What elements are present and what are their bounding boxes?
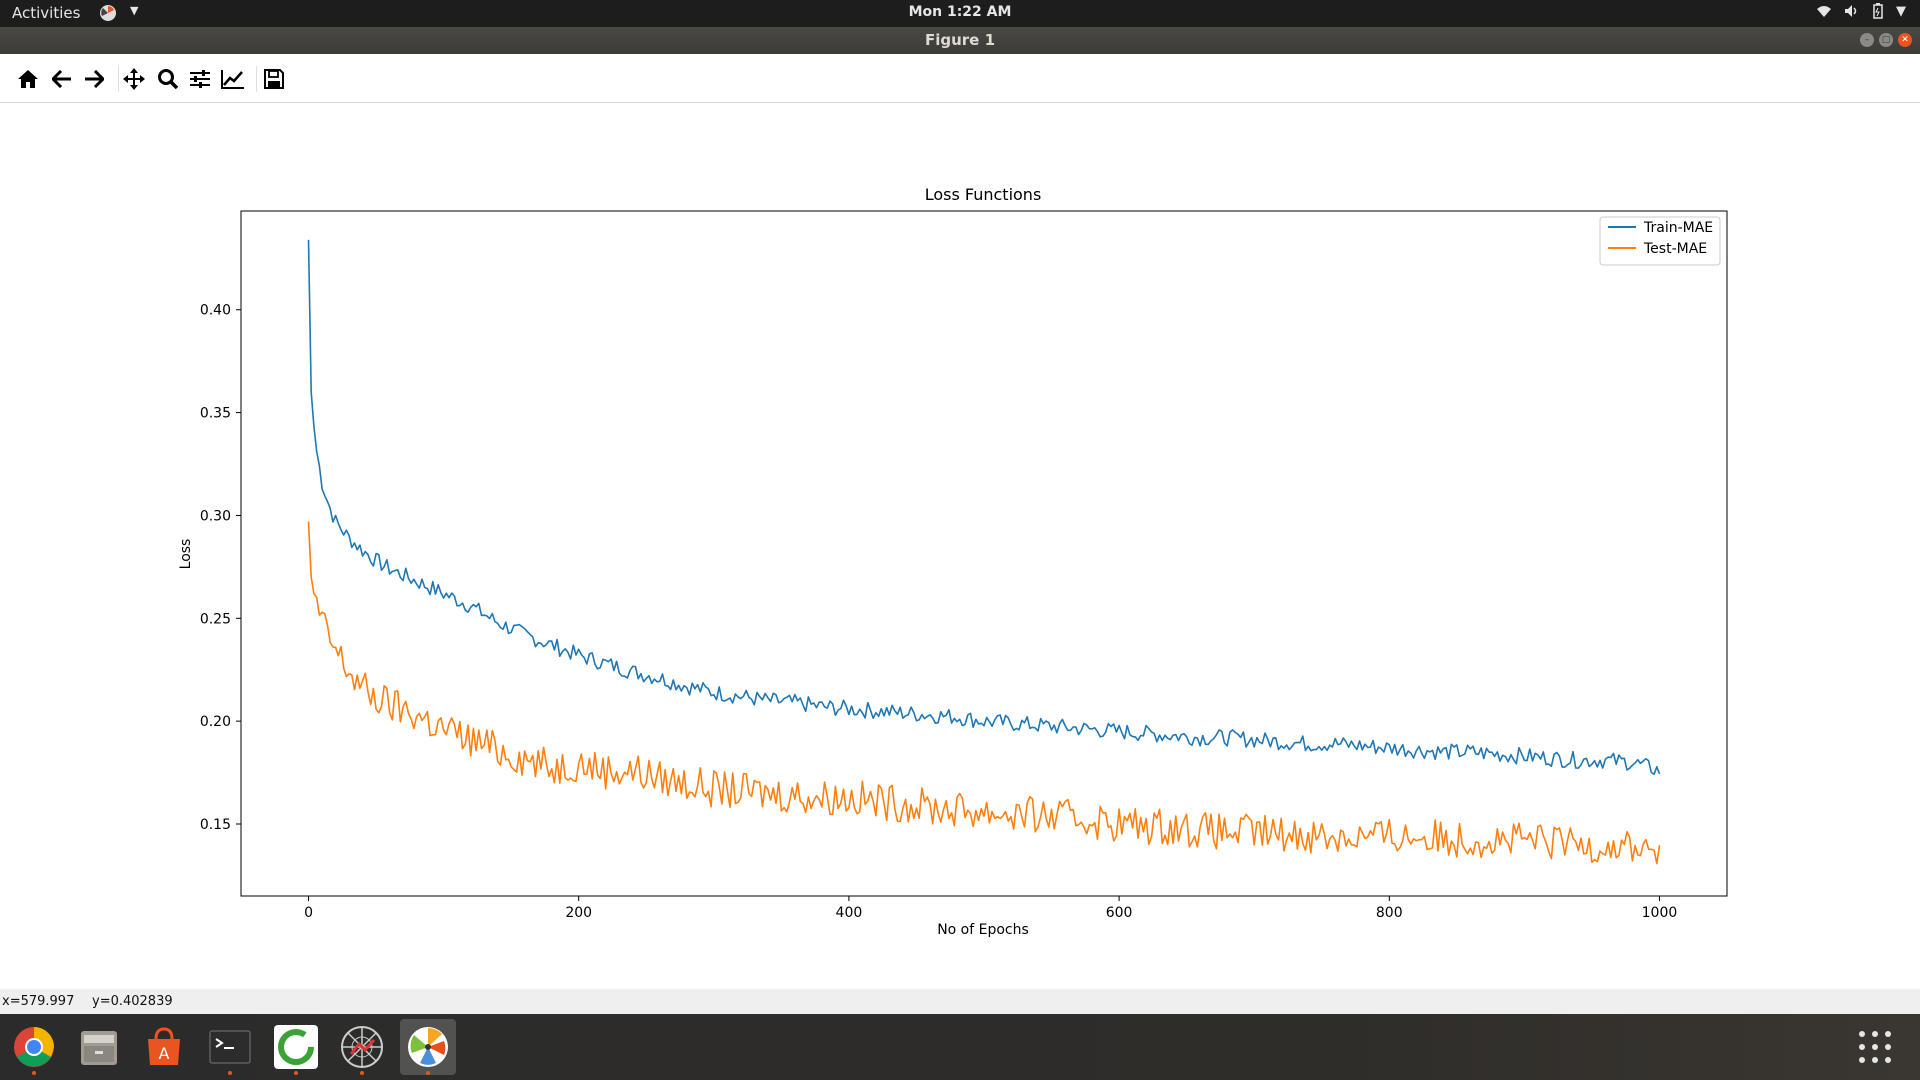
chrome-icon [14,1027,54,1067]
series-line-test-mae [307,521,1661,865]
top-bar: Activities ▼ Mon 1:22 AM ▼ [0,0,1920,27]
app-menu-arrow-icon[interactable]: ▼ [130,4,139,17]
y-tick-label: 0.30 [200,508,231,524]
cursor-y-readout: y=0.402839 [92,994,173,1009]
x-tick-label: 600 [1106,905,1133,921]
save-icon [264,69,284,89]
legend-label-test: Test-MAE [1643,241,1707,257]
x-axis-ticks: 0 200 400 600 800 1000 [304,896,1677,921]
forward-button[interactable] [80,66,108,92]
software-center-icon: A [148,1027,180,1065]
svg-text:A: A [159,1044,170,1063]
wifi-icon[interactable] [1816,4,1832,18]
running-indicator [360,1071,364,1075]
chart-title: Loss Functions [925,185,1042,204]
y-tick-label: 0.20 [200,714,231,730]
series-lines [307,239,1661,865]
network-app-icon [341,1026,383,1068]
dock-item-network-app[interactable] [334,1019,390,1075]
show-applications-icon[interactable] [1858,1030,1892,1064]
running-indicator [294,1071,298,1075]
window-title: Figure 1 [924,31,996,49]
status-bar: x=579.997 y=0.402839 [0,989,1920,1014]
plot-toolbar [0,54,1920,103]
dock-item-update-manager[interactable] [268,1019,324,1075]
figure-window-icon [408,1027,448,1067]
dock-item-files[interactable] [71,1019,127,1075]
dock-item-figure-window[interactable] [400,1019,456,1075]
maximize-icon[interactable]: □ [1879,33,1893,47]
edit-axes-icon [221,70,244,89]
home-button[interactable] [14,66,42,92]
zoom-icon [158,69,179,90]
window-controls: – □ ✕ [1860,33,1912,47]
x-tick-label: 0 [304,905,313,921]
toolbar-divider [256,66,257,92]
configure-subplots-icon [190,70,210,88]
y-axis-ticks: 0.15 0.20 0.25 0.30 0.35 0.40 [200,303,241,833]
loss-chart[interactable]: Loss Functions 0 200 400 600 800 1000 0.15 0.2… [0,103,1920,989]
dock-item-software-center[interactable]: A [136,1019,192,1075]
legend: Train-MAE Test-MAE [1599,216,1721,266]
running-indicator [228,1071,232,1075]
system-tray[interactable]: ▼ [1816,3,1906,19]
app-menu-icon[interactable] [99,4,117,22]
volume-icon[interactable] [1844,4,1860,18]
pan-button[interactable] [120,66,148,92]
pan-icon [123,68,145,90]
x-tick-label: 400 [836,905,863,921]
forward-icon [85,70,104,88]
legend-box [1599,216,1721,266]
toolbar-divider [118,66,119,92]
system-menu-arrow-icon[interactable]: ▼ [1896,3,1906,19]
cursor-x-readout: x=579.997 [2,994,75,1009]
y-tick-label: 0.15 [200,817,231,833]
back-icon [52,70,71,88]
close-icon[interactable]: ✕ [1898,33,1912,47]
home-icon [18,70,38,88]
y-tick-label: 0.35 [200,406,231,422]
dock: A [0,1014,1920,1080]
minimize-icon[interactable]: – [1860,33,1874,47]
activities-button[interactable]: Activities [12,4,81,22]
x-tick-label: 800 [1376,905,1403,921]
clock[interactable]: Mon 1:22 AM [908,4,1012,20]
back-button[interactable] [48,66,76,92]
x-tick-label: 200 [565,905,592,921]
dock-item-chrome[interactable] [6,1019,62,1075]
window-titlebar[interactable]: Figure 1 – □ ✕ [0,27,1920,54]
y-tick-label: 0.25 [200,611,231,627]
y-tick-label: 0.40 [200,303,231,319]
running-indicator [426,1071,430,1075]
y-axis-label: Loss [178,539,194,570]
figure-canvas[interactable]: Loss Functions 0 200 400 600 800 1000 0.15 0.2… [0,103,1920,989]
series-line-train-mae [307,239,1661,776]
configure-subplots-button[interactable] [186,66,214,92]
x-tick-label: 1000 [1642,905,1678,921]
files-icon [81,1031,117,1065]
battery-icon[interactable] [1872,3,1884,19]
legend-label-train: Train-MAE [1643,220,1713,236]
save-button[interactable] [260,66,288,92]
dock-item-terminal[interactable] [202,1019,258,1075]
axes-frame [240,210,1728,897]
running-indicator [32,1071,36,1075]
update-manager-icon [274,1025,318,1069]
terminal-icon [209,1030,251,1064]
zoom-button[interactable] [154,66,182,92]
edit-axes-button[interactable] [219,66,247,92]
x-axis-label: No of Epochs [937,922,1029,938]
